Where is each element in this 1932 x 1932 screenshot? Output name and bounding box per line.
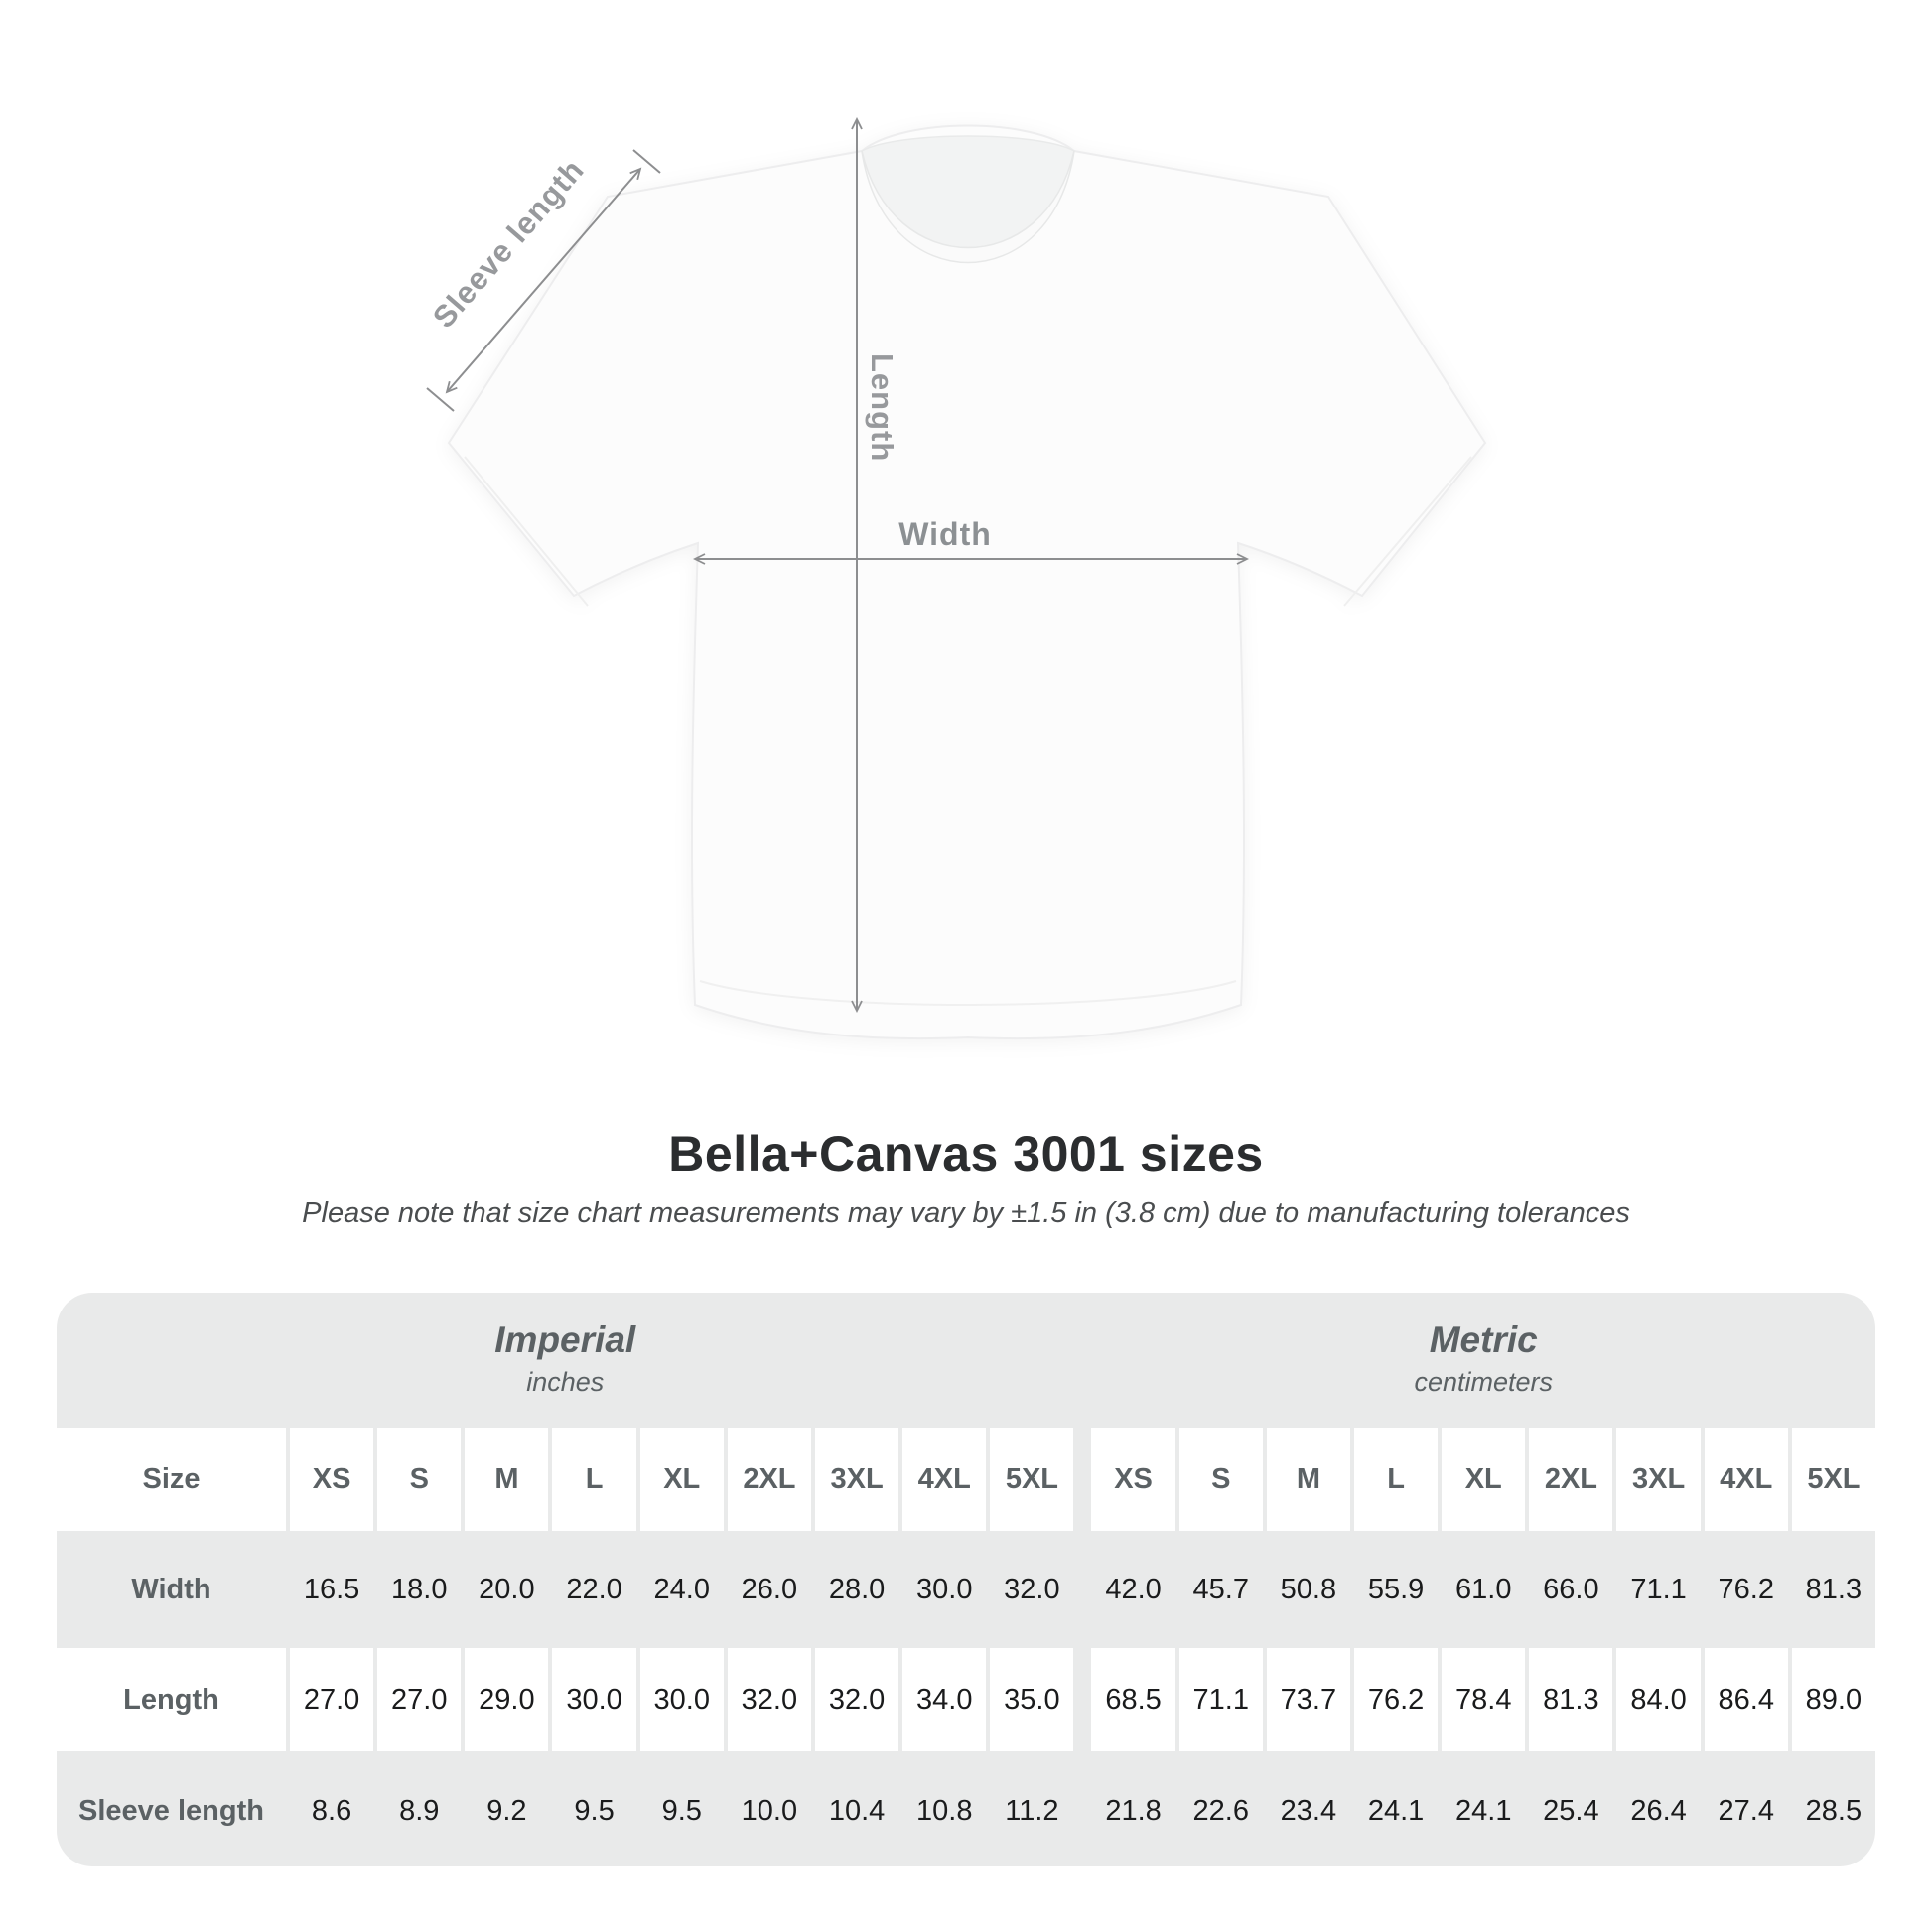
size-header-imperial-5xl: 5XL [990,1428,1074,1531]
hem-seam [699,980,1237,1006]
cell-sleeve-length-metric-3xl: 26.4 [1630,1794,1687,1827]
cell-length-imperial-3xl: 32.0 [814,1648,899,1751]
width-label: Width [898,516,992,552]
unit-group-sublabel: inches [526,1366,605,1397]
right-cuff-seam [1343,456,1472,607]
cell-sleeve-length-imperial-l: 9.5 [574,1794,615,1827]
size-header-imperial-l: L [552,1428,636,1531]
cell-length-metric-3xl: 84.0 [1616,1648,1701,1751]
cell-width-metric-4xl: 76.2 [1718,1573,1774,1605]
cell-sleeve-length-metric-l: 24.1 [1367,1794,1425,1827]
size-header-imperial-xs: XS [290,1428,374,1531]
cell-sleeve-length-imperial-5xl: 11.2 [1005,1794,1059,1827]
size-header-metric-l: L [1353,1428,1439,1531]
unit-group-label: Imperial [494,1318,636,1360]
cell-sleeve-length-imperial-3xl: 10.4 [828,1794,886,1827]
size-table: Imperial inches Metric centimeters Size XS S M L… [57,1293,1875,1866]
collar-band [861,150,1075,264]
cell-length-metric-xl: 78.4 [1442,1648,1526,1751]
size-header-imperial-m: M [465,1428,549,1531]
cell-width-imperial-l: 22.0 [566,1573,622,1605]
row-label-length: Length [57,1648,286,1751]
size-header-imperial-2xl: 2XL [727,1428,811,1531]
cell-length-metric-m: 73.7 [1266,1648,1350,1751]
cell-width-metric-s: 45.7 [1192,1573,1249,1605]
cell-length-metric-5xl: 89.0 [1791,1648,1875,1751]
cell-width-imperial-2xl: 26.0 [741,1573,798,1605]
cell-length-imperial-4xl: 34.0 [902,1648,987,1751]
cell-sleeve-length-metric-s: 22.6 [1192,1794,1249,1827]
cell-length-imperial-m: 29.0 [465,1648,549,1751]
cell-length-metric-2xl: 81.3 [1529,1648,1613,1751]
cell-width-imperial-4xl: 30.0 [916,1573,973,1605]
cell-length-imperial-l: 30.0 [552,1648,636,1751]
page-title: Bella+Canvas 3001 sizes [668,1126,1264,1181]
cell-width-metric-m: 50.8 [1280,1573,1337,1605]
cell-width-metric-xl: 61.0 [1455,1573,1512,1605]
tshirt-measurement-diagram: Sleeve length Length Width [426,0,1487,1040]
cell-sleeve-length-metric-2xl: 25.4 [1543,1794,1599,1827]
size-header-imperial-3xl: 3XL [814,1428,899,1531]
cell-width-imperial-3xl: 28.0 [828,1573,886,1605]
cell-sleeve-length-metric-5xl: 28.5 [1805,1794,1863,1827]
tshirt-graphic [447,124,1487,1040]
cell-sleeve-length-imperial-2xl: 10.0 [741,1794,798,1827]
size-header-metric-s: S [1178,1428,1263,1531]
unit-group-imperial: Imperial inches [57,1293,1073,1424]
row-label-width: Width [131,1573,211,1605]
cell-sleeve-length-metric-m: 23.4 [1280,1794,1337,1827]
size-header-metric-xl: XL [1442,1428,1526,1531]
left-cuff-seam [464,456,589,607]
cell-width-imperial-5xl: 32.0 [1004,1573,1060,1605]
size-header-metric-4xl: 4XL [1704,1428,1788,1531]
cell-length-imperial-xl: 30.0 [639,1648,724,1751]
cell-sleeve-length-imperial-xs: 8.6 [311,1794,352,1827]
cell-sleeve-length-metric-4xl: 27.4 [1718,1794,1774,1827]
size-column-header: Size [57,1428,286,1531]
size-header-metric-xs: XS [1091,1428,1175,1531]
cell-width-metric-2xl: 66.0 [1543,1573,1599,1605]
tshirt-body [447,124,1487,1040]
unit-group-metric: Metric centimeters [1091,1293,1875,1424]
cell-width-metric-xs: 42.0 [1105,1573,1162,1605]
cell-width-metric-3xl: 71.1 [1630,1573,1687,1605]
cell-width-imperial-xs: 16.5 [303,1573,360,1605]
length-label: Length [865,353,899,462]
sleeve-dimension-arrow [447,169,640,392]
cell-length-imperial-xs: 27.0 [290,1648,374,1751]
cell-sleeve-length-imperial-s: 8.9 [399,1794,440,1827]
tolerance-note: Please note that size chart measurements… [302,1197,1630,1229]
cell-sleeve-length-imperial-m: 9.2 [486,1794,527,1827]
size-header-imperial-xl: XL [639,1428,724,1531]
cell-sleeve-length-imperial-4xl: 10.8 [916,1794,973,1827]
cell-length-metric-s: 71.1 [1178,1648,1263,1751]
cell-length-imperial-2xl: 32.0 [727,1648,811,1751]
cell-width-imperial-s: 18.0 [391,1573,448,1605]
sleeve-dimension-tick-bottom [426,387,455,412]
size-header-metric-2xl: 2XL [1529,1428,1613,1531]
cell-length-metric-4xl: 86.4 [1704,1648,1788,1751]
unit-group-label: Metric [1429,1318,1538,1360]
row-label-sleeve-length: Sleeve length [78,1794,264,1827]
size-header-imperial-4xl: 4XL [902,1428,987,1531]
cell-sleeve-length-metric-xs: 21.8 [1105,1794,1162,1827]
cell-length-metric-l: 76.2 [1353,1648,1439,1751]
size-header-metric-m: M [1266,1428,1350,1531]
cell-width-metric-l: 55.9 [1367,1573,1425,1605]
cell-length-imperial-5xl: 35.0 [990,1648,1074,1751]
size-header-imperial-s: S [377,1428,462,1531]
cell-sleeve-length-imperial-xl: 9.5 [661,1794,702,1827]
cell-width-metric-5xl: 81.3 [1805,1573,1863,1605]
cell-sleeve-length-metric-xl: 24.1 [1455,1794,1512,1827]
size-header-metric-5xl: 5XL [1791,1428,1875,1531]
sleeve-dimension-tick-top [632,149,661,174]
unit-group-sublabel: centimeters [1414,1366,1554,1397]
cell-width-imperial-m: 20.0 [479,1573,535,1605]
cell-length-imperial-s: 27.0 [377,1648,462,1751]
size-header-metric-3xl: 3XL [1616,1428,1701,1531]
cell-width-imperial-xl: 24.0 [653,1573,710,1605]
cell-length-metric-xs: 68.5 [1091,1648,1175,1751]
